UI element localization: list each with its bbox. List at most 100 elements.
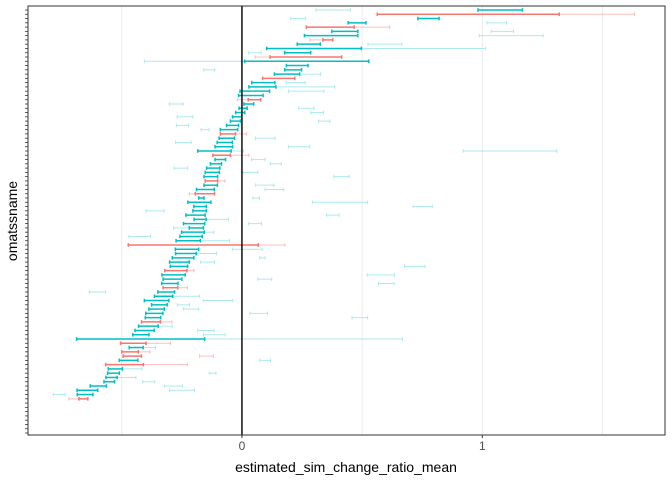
interval-segment [296,42,322,46]
interval-segment [160,281,179,286]
interval-segment [231,247,263,252]
interval-segment [197,328,215,333]
interval-segment [259,358,272,363]
interval-segment [128,345,144,350]
interval-segment [225,123,240,128]
interval-segment [243,102,255,106]
interval-segment [120,350,140,354]
interval-segment [303,33,359,38]
interval-segment [200,260,216,264]
interval-segment [187,200,212,205]
interval-segment [242,170,259,175]
interval-segment [247,97,262,102]
interval-segment [404,264,426,269]
interval-segment [477,8,524,12]
interval-segment [208,371,217,375]
interval-segment [269,55,343,59]
interval-segment [248,50,262,55]
interval-segment [322,38,334,42]
interval-segment [169,388,196,393]
interval-segment [219,127,239,132]
interval-segment [251,80,276,85]
interval-segment [145,311,164,316]
interval-segment [264,187,285,192]
interval-segment [176,303,191,307]
interval-segment [118,358,139,363]
interval-segment [290,16,307,21]
interval-segments [52,8,635,401]
interval-segment [137,324,160,328]
interval-segment [261,76,296,81]
interval-segment [89,384,108,388]
interval-segment [171,256,195,260]
interval-segment [203,68,216,72]
interval-segment [202,332,226,337]
interval-segment [142,379,156,384]
interval-segment [168,102,184,106]
interval-segment [204,170,221,175]
interval-segment [199,354,214,358]
interval-segment [188,226,205,230]
interval-segment [175,123,190,128]
interval-segment [412,204,433,209]
interval-segment [490,29,515,34]
interval-segment [269,162,282,166]
interval-segment [251,157,266,162]
plot-panel-border [27,5,666,436]
interval-segment [238,106,248,111]
interval-segment [105,375,118,380]
interval-segment [162,277,183,281]
x-tick-label: 0 [239,439,246,453]
interval-segment [161,273,186,277]
interval-segment [203,183,219,187]
interval-segment [259,256,266,260]
interval-segment [249,311,268,316]
interval-segment [331,29,359,34]
interval-segment [219,132,237,136]
interval-segment [78,397,89,401]
interval-segment [128,234,152,239]
interval-segment [417,16,440,21]
interval-segment [311,200,369,205]
interval-segment [88,290,106,294]
interval-segment [132,332,150,337]
interval-segment [134,328,155,333]
interval-segment [162,285,179,290]
y-axis-ticks [25,9,28,434]
interval-segment [104,362,145,367]
interval-segment [197,196,205,200]
interval-segment [140,320,162,324]
interval-segment [252,196,260,200]
interval-segment [377,281,395,286]
interval-segment [257,277,273,281]
interval-segment [164,268,188,273]
interval-segment [144,315,162,320]
interval-segment [214,144,234,149]
interval-segment [157,290,176,294]
interval-segment [209,162,223,166]
y-axis-title: omatssname [4,181,20,261]
interval-segment [366,273,395,277]
interval-segment [486,21,508,25]
interval-segment [195,187,216,192]
interval-segment [168,260,191,264]
interval-segment [315,8,351,12]
interval-segment [180,230,205,234]
interval-segment [248,221,262,226]
interval-segment [76,392,94,397]
interval-segment [107,367,124,371]
interval-segment [318,119,331,123]
interval-segment [351,315,369,320]
interval-segment [173,166,189,170]
interval-segment [205,166,221,170]
interval-segment [143,298,170,303]
interval-segment [202,298,234,303]
interval-segment [150,303,168,307]
interval-segment [127,243,260,247]
interval-segment [153,294,174,299]
grid [121,6,604,435]
interval-segment [182,307,200,311]
